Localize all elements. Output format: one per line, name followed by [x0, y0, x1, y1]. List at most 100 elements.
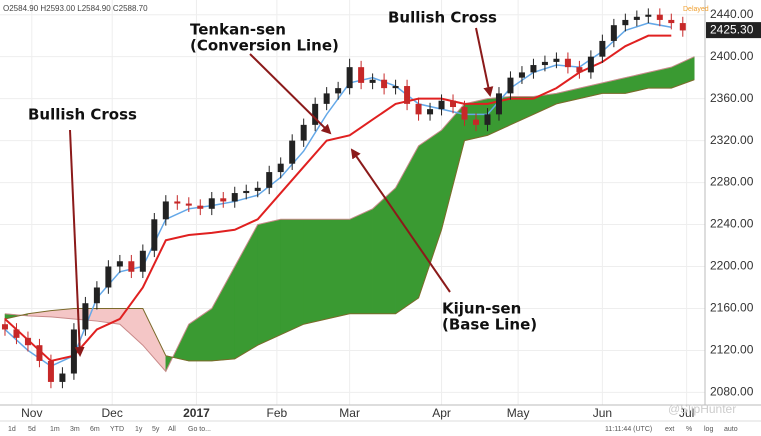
candle-body — [633, 16, 640, 20]
candle-body — [128, 261, 135, 272]
candle-body — [13, 329, 20, 338]
candle-body — [507, 77, 514, 94]
candle-body — [266, 172, 273, 188]
x-tick-label: Dec — [102, 406, 123, 420]
toolbar-item[interactable]: 1d — [8, 426, 16, 433]
candle-body — [495, 93, 502, 115]
candle-body — [461, 107, 468, 120]
toolbar-item[interactable]: auto — [724, 426, 738, 433]
candle-body — [335, 88, 342, 94]
candle-body — [541, 61, 548, 66]
x-tick-label: Jul — [679, 406, 694, 420]
candle-body — [530, 65, 537, 73]
toolbar-item[interactable]: ext — [665, 426, 674, 433]
candle-body — [70, 329, 77, 374]
candle-body — [174, 201, 181, 204]
candle-body — [553, 58, 560, 62]
candle-body — [381, 79, 388, 89]
candle-body — [369, 79, 376, 83]
cloud-fill — [280, 219, 304, 336]
x-tick-label: Mar — [339, 406, 360, 420]
candle-body — [346, 67, 353, 89]
arrow — [475, 27, 494, 97]
x-tick-label: Apr — [432, 406, 451, 420]
candle-body — [312, 103, 319, 125]
candle-body — [484, 114, 491, 125]
cloud-fill — [257, 218, 281, 346]
toolbar-item[interactable]: 1m — [50, 426, 60, 433]
candle-body — [427, 109, 434, 115]
y-tick-label: 2240.00 — [710, 217, 754, 231]
toolbar-item[interactable]: % — [686, 426, 692, 433]
toolbar-item[interactable]: All — [168, 426, 176, 433]
candle-body — [323, 93, 330, 104]
toolbar-item[interactable]: Go to... — [188, 426, 211, 433]
x-tick-label: Nov — [21, 406, 42, 420]
toolbar-item[interactable]: YTD — [110, 426, 124, 433]
candle-body — [82, 303, 89, 330]
candle-body — [24, 337, 31, 346]
candle-body — [151, 219, 158, 251]
toolbar-item[interactable]: 3m — [70, 426, 80, 433]
annotation: Bullish Cross — [28, 106, 137, 124]
candle-body — [105, 266, 112, 288]
status: Delayed — [683, 6, 709, 13]
candle-body — [656, 14, 663, 20]
candle-body — [668, 19, 675, 24]
annotation: (Conversion Line) — [190, 37, 339, 55]
x-tick-label: Jun — [593, 406, 612, 420]
y-tick-label: 2200.00 — [710, 259, 754, 273]
candle-body — [599, 40, 606, 57]
toolbar-item[interactable]: 5d — [28, 426, 36, 433]
candles — [1, 8, 686, 389]
y-tick-label: 2120.00 — [710, 343, 754, 357]
candle-body — [645, 14, 652, 17]
toolbar-item: 11:11:44 (UTC) — [605, 426, 652, 433]
cloud-fill — [303, 219, 327, 325]
candle-body — [289, 140, 296, 164]
toolbar-item[interactable]: 1y — [135, 426, 143, 433]
y-tick-label: 2320.00 — [710, 133, 754, 147]
ohlc-header: O2584.90 H2593.00 L2584.90 C2588.70 — [3, 4, 148, 13]
candle-body — [59, 373, 66, 382]
candle-body — [139, 250, 146, 272]
candle-body — [208, 198, 215, 209]
candle-body — [438, 100, 445, 110]
candle-body — [576, 67, 583, 73]
arrow — [350, 148, 451, 293]
candle-body — [358, 67, 365, 83]
candle-body — [36, 345, 43, 361]
toolbar: 1d 5d 1m 3m 6m YTD 1y 5y All Go to... 11:11:44 (UT… — [8, 426, 738, 433]
candle-body — [231, 193, 238, 202]
candle-body — [243, 190, 250, 194]
candle-body — [679, 23, 686, 31]
candle-body — [518, 72, 525, 78]
y-tick-label: 2280.00 — [710, 175, 754, 189]
x-tick-label: 2017 — [183, 406, 210, 420]
candle-body — [254, 187, 261, 191]
candle-body — [185, 203, 192, 206]
price-tag-label: 2425.30 — [710, 22, 754, 36]
y-tick-label: 2080.00 — [710, 385, 754, 399]
toolbar-item[interactable]: 6m — [90, 426, 100, 433]
candle-body — [220, 198, 227, 202]
candle-body — [392, 86, 399, 89]
y-tick-label: 2360.00 — [710, 91, 754, 105]
axes: 2440.00 2400.00 2360.00 2320.00 2280.00 2240.… — [21, 7, 761, 420]
candle-body — [587, 56, 594, 73]
toolbar-item[interactable]: 5y — [152, 426, 160, 433]
annotation: Kijun-sen — [442, 300, 521, 318]
x-tick-label: May — [507, 406, 530, 420]
toolbar-item[interactable]: log — [704, 426, 713, 433]
candle-body — [1, 324, 8, 330]
cloud-edge — [4, 79, 695, 362]
candle-body — [415, 103, 422, 115]
arrow — [69, 129, 85, 357]
candle-body — [610, 25, 617, 41]
price-tag — [706, 22, 761, 39]
cloud-edge — [4, 56, 695, 373]
annotation: Tenkan-sen — [190, 21, 286, 39]
candle-body — [564, 58, 571, 68]
y-tick-label: 2440.00 — [710, 7, 754, 21]
